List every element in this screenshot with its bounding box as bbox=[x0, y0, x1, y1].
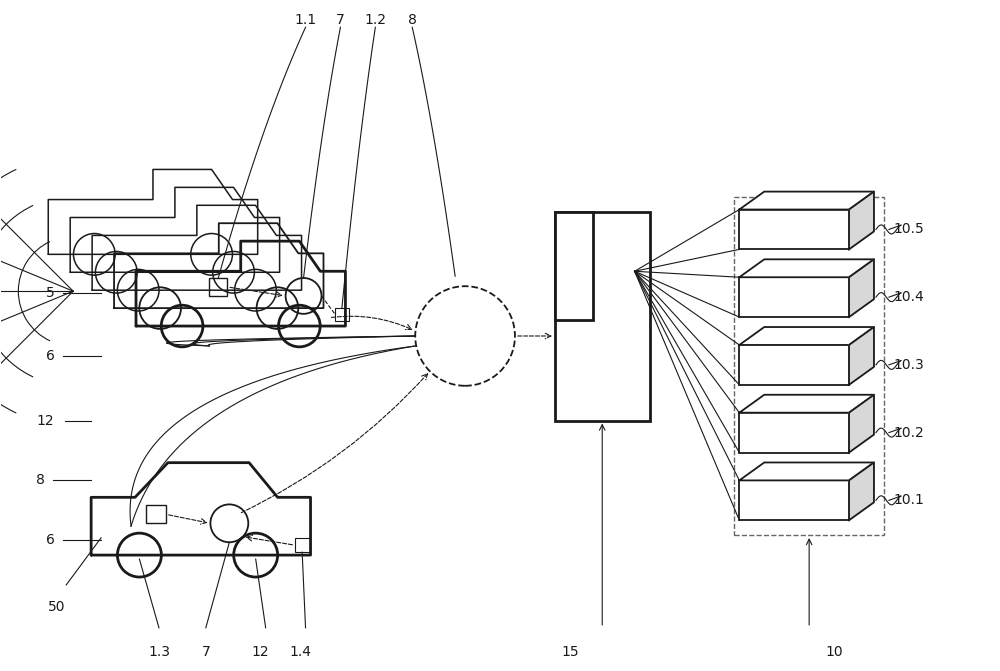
Text: 10: 10 bbox=[825, 645, 843, 659]
Text: 10.2: 10.2 bbox=[894, 425, 925, 440]
Text: 50: 50 bbox=[47, 600, 65, 614]
Bar bbox=[739, 345, 849, 384]
Text: 8: 8 bbox=[408, 13, 417, 28]
Polygon shape bbox=[739, 395, 874, 413]
Polygon shape bbox=[849, 259, 874, 317]
Bar bbox=[734, 197, 884, 535]
Bar bbox=[739, 413, 849, 452]
Text: 6: 6 bbox=[46, 349, 55, 363]
Bar bbox=[209, 278, 227, 296]
Text: 10.4: 10.4 bbox=[894, 290, 925, 304]
Polygon shape bbox=[849, 192, 874, 250]
Bar bbox=[335, 307, 349, 321]
Bar bbox=[739, 209, 849, 250]
Text: 1.1: 1.1 bbox=[294, 13, 317, 28]
Text: 7: 7 bbox=[336, 13, 345, 28]
Text: 1.2: 1.2 bbox=[364, 13, 386, 28]
Bar bbox=[555, 211, 650, 421]
Text: 10.1: 10.1 bbox=[894, 493, 925, 507]
Bar bbox=[555, 211, 593, 320]
Text: 10.3: 10.3 bbox=[894, 358, 925, 372]
Text: 1.4: 1.4 bbox=[290, 645, 312, 659]
Bar bbox=[295, 538, 310, 552]
Text: 7: 7 bbox=[201, 645, 210, 659]
Text: 8: 8 bbox=[36, 474, 45, 487]
Bar bbox=[739, 277, 849, 317]
Text: 15: 15 bbox=[561, 645, 579, 659]
Polygon shape bbox=[849, 327, 874, 384]
Text: 5: 5 bbox=[46, 286, 55, 300]
Bar bbox=[739, 480, 849, 520]
Text: 10.5: 10.5 bbox=[894, 223, 925, 236]
Text: 6: 6 bbox=[46, 533, 55, 547]
Polygon shape bbox=[739, 259, 874, 277]
Text: 12: 12 bbox=[36, 413, 54, 427]
Polygon shape bbox=[849, 462, 874, 520]
Text: 1.3: 1.3 bbox=[148, 645, 170, 659]
Polygon shape bbox=[739, 192, 874, 209]
Polygon shape bbox=[739, 327, 874, 345]
Polygon shape bbox=[849, 395, 874, 452]
Bar bbox=[146, 505, 166, 523]
Polygon shape bbox=[739, 462, 874, 480]
Text: 12: 12 bbox=[252, 645, 269, 659]
